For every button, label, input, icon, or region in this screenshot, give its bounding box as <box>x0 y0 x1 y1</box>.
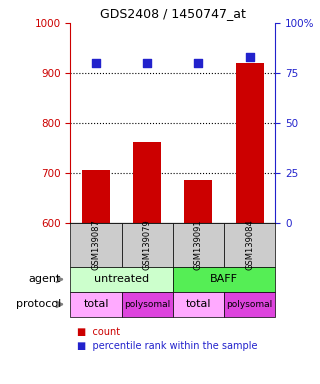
Text: protocol: protocol <box>16 299 61 310</box>
Text: untreated: untreated <box>94 274 149 285</box>
Bar <box>133 142 161 223</box>
Point <box>196 60 201 66</box>
Text: total: total <box>186 299 211 310</box>
Text: GSM139084: GSM139084 <box>245 219 254 270</box>
Text: ■  percentile rank within the sample: ■ percentile rank within the sample <box>77 341 257 351</box>
Point <box>93 60 99 66</box>
Bar <box>184 180 212 223</box>
Text: BAFF: BAFF <box>210 274 238 285</box>
Point <box>247 54 252 60</box>
Text: GSM139091: GSM139091 <box>194 220 203 270</box>
Bar <box>236 63 264 223</box>
Text: polysomal: polysomal <box>124 300 170 309</box>
Bar <box>82 170 110 223</box>
Text: GSM139087: GSM139087 <box>92 219 100 270</box>
Title: GDS2408 / 1450747_at: GDS2408 / 1450747_at <box>100 7 246 20</box>
Text: polysomal: polysomal <box>227 300 273 309</box>
Text: ■  count: ■ count <box>77 327 120 337</box>
Point <box>145 60 150 66</box>
Text: GSM139079: GSM139079 <box>143 219 152 270</box>
Text: agent: agent <box>28 274 61 285</box>
Text: total: total <box>83 299 109 310</box>
